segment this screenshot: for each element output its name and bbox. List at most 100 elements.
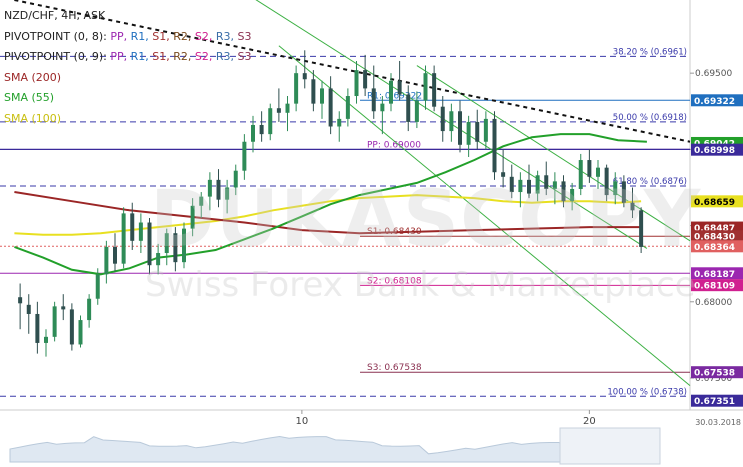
candle-body xyxy=(130,213,135,241)
candle-body xyxy=(294,73,299,104)
candle-body xyxy=(587,160,592,177)
legend-pivot9-r1: R1, xyxy=(130,50,149,63)
price-label-box xyxy=(691,366,743,379)
price-label-text: 0.67538 xyxy=(694,369,735,379)
candle-body xyxy=(570,188,575,202)
price-label-box xyxy=(691,230,743,243)
candle-body xyxy=(61,306,66,310)
price-label-text: 0.67351 xyxy=(694,397,735,407)
candle-body xyxy=(509,176,514,193)
legend-pivot9-r2: R2, xyxy=(173,50,192,63)
candle-body xyxy=(578,160,583,189)
candle-body xyxy=(311,79,316,104)
y-tick-label: 0.68000 xyxy=(695,298,732,308)
price-label: 0.68998 xyxy=(691,143,743,156)
candle-body xyxy=(328,88,333,127)
price-label-text: 0.69322 xyxy=(694,97,735,107)
candle-body xyxy=(406,94,411,122)
candle-body xyxy=(414,100,419,122)
candle-body xyxy=(259,124,264,135)
price-label: 0.68364 xyxy=(691,240,743,253)
legend-pivot9-s1: S1, xyxy=(152,50,170,63)
price-label-text: 0.68430 xyxy=(694,233,735,243)
legend-pivot-9[interactable]: PIVOTPOINT (0, 9): PP, R1, S1, R2, S2, R… xyxy=(4,50,252,63)
price-label: 0.68659 xyxy=(691,195,743,208)
candle-body xyxy=(449,111,454,132)
candle-body xyxy=(363,70,368,89)
legend-pivot9-s3: S3 xyxy=(237,50,252,63)
legend-sma-100[interactable]: SMA (100) xyxy=(4,111,62,125)
candle-body xyxy=(639,210,644,247)
candle-body xyxy=(397,80,402,95)
legend-pivot9-s2: S2, xyxy=(194,50,213,63)
candle-body xyxy=(173,233,178,263)
candle-body xyxy=(190,205,195,229)
fib-level-label: 38.20 % (0.6961) xyxy=(613,47,687,57)
candle-body xyxy=(69,309,74,345)
candle-body xyxy=(492,118,497,173)
price-label: 0.68430 xyxy=(691,230,743,243)
candle-body xyxy=(147,222,152,266)
candle-body xyxy=(337,118,342,127)
price-label-box xyxy=(691,143,743,156)
candle-body xyxy=(233,170,238,188)
candle-body xyxy=(354,70,359,97)
legend-sma-55[interactable]: SMA (55) xyxy=(4,91,55,104)
candle-body xyxy=(423,73,428,101)
candle-body xyxy=(78,320,83,345)
watermark-main: DUKASCOPY xyxy=(150,175,702,265)
candle-body xyxy=(242,141,247,171)
sma-200-line xyxy=(14,191,642,235)
candle-body xyxy=(320,88,324,104)
price-label-box xyxy=(691,240,743,253)
candle-body xyxy=(44,336,48,343)
pivot-level-label: PP: 0.69000 xyxy=(367,140,421,150)
candle-body xyxy=(182,228,186,263)
legend-pivot-8[interactable]: PIVOTPOINT (0, 8): PP, R1, S1, R2, S2, R… xyxy=(4,29,252,43)
price-label: 0.69322 xyxy=(691,94,743,107)
candle-body xyxy=(432,73,437,107)
trend-line xyxy=(255,0,648,249)
pivot-level-label: S2: 0.68108 xyxy=(367,276,422,286)
date-label: 30.03.2018 xyxy=(695,418,741,427)
candle-body xyxy=(483,118,488,142)
candle-body xyxy=(302,73,307,80)
legend-pivot9-pp: PP, xyxy=(110,50,128,63)
candle-body xyxy=(561,181,566,202)
candle-body xyxy=(216,179,221,200)
candle-body xyxy=(199,196,204,206)
candle-body xyxy=(285,103,290,113)
candle-body xyxy=(475,121,480,142)
legend: NZD/CHF, 4H, ASK PIVOTPOINT (0, 8): PP, … xyxy=(4,6,252,129)
candle-body xyxy=(276,108,281,113)
y-tick-label: 0.67500 xyxy=(695,374,732,384)
x-tick-label: 10 xyxy=(296,416,309,427)
legend-pivot9-r3: R3, xyxy=(215,50,235,63)
candle-body xyxy=(518,179,523,193)
candle-body xyxy=(458,111,462,145)
candle-body xyxy=(345,96,350,119)
fib-level-label: 61.80 % (0.6876) xyxy=(613,177,687,187)
candle-body xyxy=(527,179,531,194)
candle-body xyxy=(87,298,92,321)
candle-body xyxy=(466,121,471,145)
candle-body xyxy=(621,181,626,203)
legend-title: NZD/CHF, 4H, ASK xyxy=(4,9,106,22)
price-label: 0.67538 xyxy=(691,366,743,379)
candle-body xyxy=(604,167,609,196)
legend-pivot8-r2: R2, xyxy=(173,29,192,43)
candle-body xyxy=(251,124,255,142)
price-label-text: 0.68998 xyxy=(694,146,735,156)
legend-pivot8-r1: R1, xyxy=(130,29,149,43)
legend-sma-200[interactable]: SMA (200) xyxy=(4,70,62,84)
candle-body xyxy=(95,274,100,299)
candle-body xyxy=(596,167,600,177)
legend-pivot8-s3: S3 xyxy=(237,29,252,43)
candle-body xyxy=(630,202,635,211)
price-label: 0.67351 xyxy=(691,394,743,407)
price-label-text: 0.68659 xyxy=(694,198,735,208)
price-label-box xyxy=(691,94,743,107)
candle-body xyxy=(613,181,618,196)
price-label-text: 0.68109 xyxy=(694,282,735,292)
fib-level-label: 50.00 % (0.6918) xyxy=(613,113,687,123)
